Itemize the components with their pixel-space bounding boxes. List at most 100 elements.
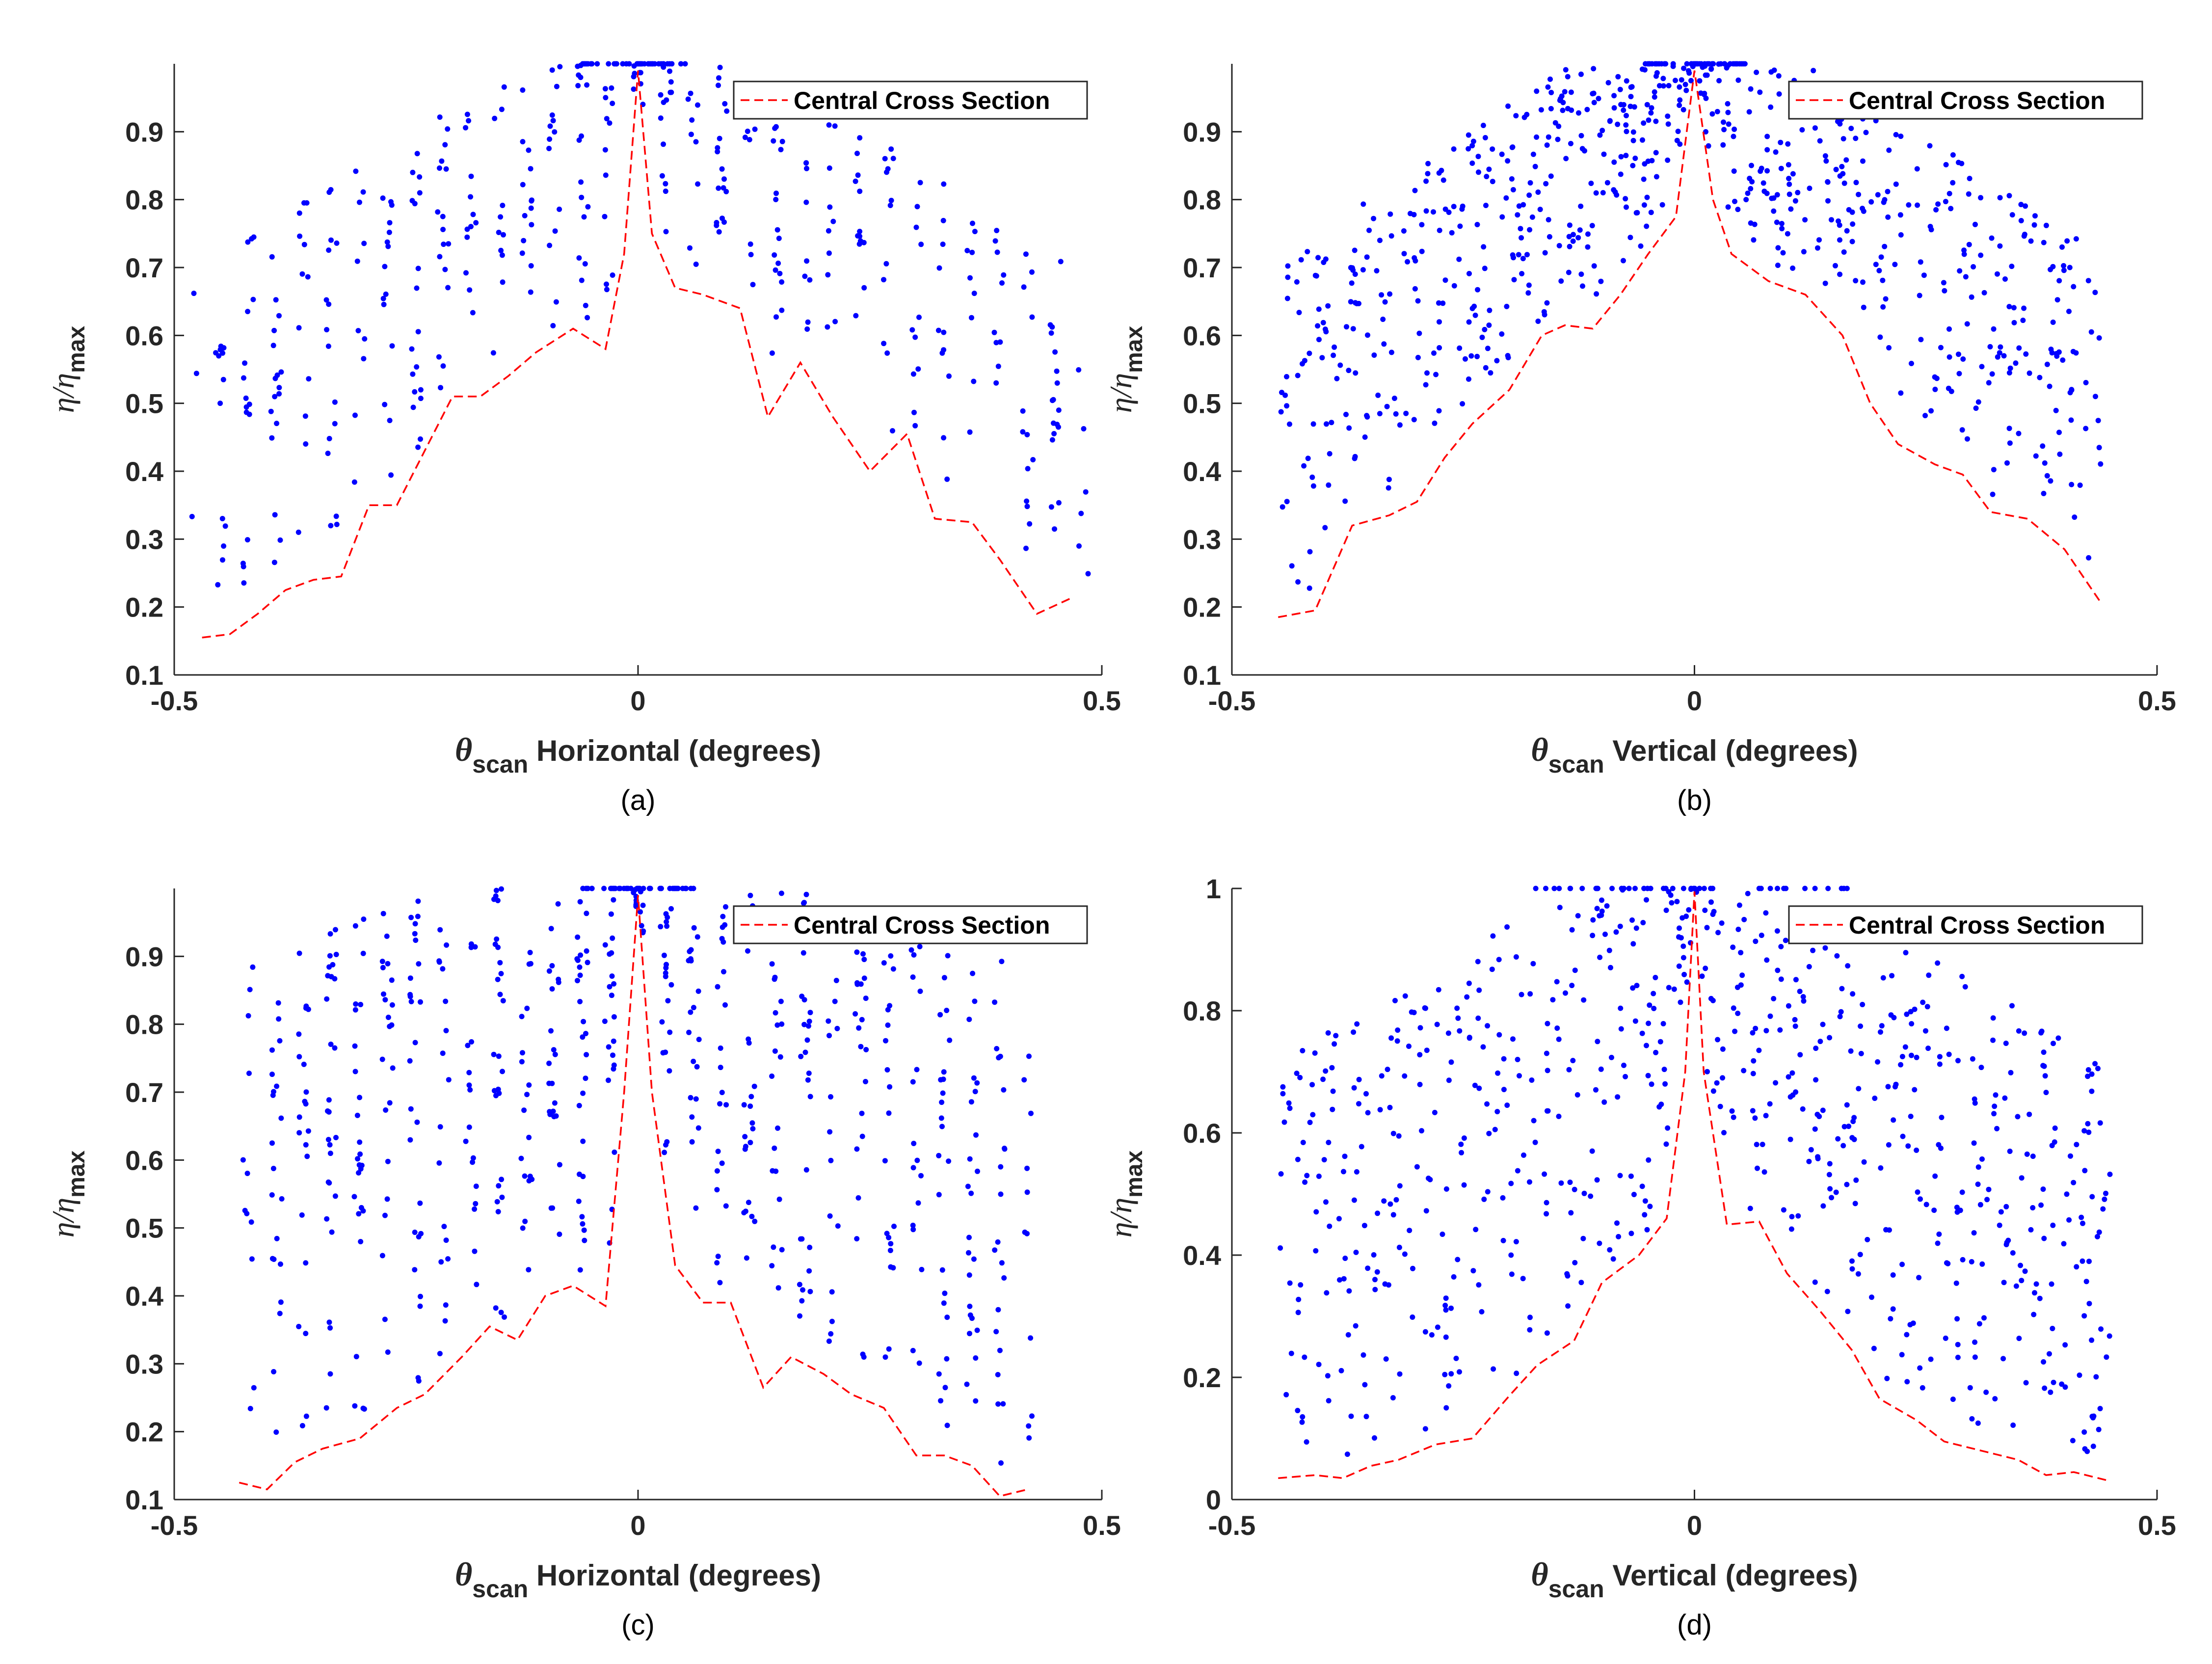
scatter-point [993,340,999,346]
scatter-point [966,1235,972,1240]
scatter-point [329,1229,335,1235]
scatter-point [1348,265,1354,270]
scatter-point [915,366,921,372]
scatter-point [2069,482,2075,487]
scatter-point [854,1236,860,1242]
scatter-point [1297,1074,1303,1080]
scatter-point [556,976,561,982]
scatter-point [576,1102,582,1108]
scatter-point [1732,1028,1738,1034]
scatter-point [1789,1214,1795,1220]
scatter-point [1363,1091,1369,1097]
scatter-point [1589,223,1595,229]
scatter-point [1817,138,1823,144]
scatter-point [1501,1056,1507,1062]
scatter-point [1992,1103,1998,1109]
scatter-point [303,1331,309,1337]
scatter-point [1305,456,1311,461]
scatter-point [1476,169,1481,175]
scatter-point [2006,370,2012,376]
scatter-point [2088,329,2094,335]
scatter-point [1365,332,1370,338]
scatter-point [1822,945,1828,951]
scatter-point [1875,192,1881,198]
scatter-point [499,107,505,112]
scatter-point [774,227,780,233]
scatter-point [1482,266,1488,271]
scatter-point [826,228,831,234]
scatter-point [1997,195,2003,201]
scatter-point [1557,905,1563,911]
scatter-point [647,886,653,891]
scatter-point [1284,499,1290,505]
scatter-point [1531,1118,1537,1124]
scatter-point [1575,235,1581,241]
scatter-point [490,350,496,356]
scatter-point [857,229,863,234]
scatter-point [325,1179,331,1185]
scatter-point [1501,1087,1507,1093]
scatter-point [2016,1028,2022,1034]
scatter-point [352,1069,358,1074]
scatter-point [998,1460,1004,1466]
scatter-point [1778,944,1784,949]
scatter-point [1499,151,1505,157]
scatter-point [1644,194,1650,200]
scatter-point [1767,1013,1773,1019]
scatter-point [1548,106,1554,111]
scatter-point [603,172,609,178]
scatter-point [1615,121,1621,127]
scatter-point [1882,197,1888,203]
scatter-point [1457,1369,1462,1375]
scatter-point [520,139,526,145]
scatter-point [1029,269,1035,275]
scatter-point [1566,1067,1572,1073]
scatter-point [1715,930,1721,936]
scatter-point [640,928,646,934]
scatter-point [1417,1081,1423,1087]
scatter-point [1588,1193,1594,1199]
scatter-point [1641,176,1647,182]
scatter-point [1668,892,1674,898]
scatter-point [945,953,951,959]
scatter-point [944,1315,950,1320]
scatter-point [1514,1370,1519,1376]
scatter-point [327,931,333,937]
scatter-point [1786,162,1791,168]
scatter-point [1590,917,1596,923]
scatter-point [746,137,752,142]
scatter-point [303,1260,309,1266]
scatter-point [807,1094,813,1100]
scatter-point [1627,235,1633,241]
scatter-point [746,1200,751,1206]
scatter-point [1298,257,1304,263]
scatter-point [971,1075,977,1081]
scatter-point [443,1028,449,1034]
scatter-point [578,952,584,958]
scatter-point [468,194,474,200]
scatter-point [807,277,813,283]
scatter-point [992,999,998,1005]
scatter-point [778,147,784,153]
scatter-point [779,1021,785,1027]
scatter-point [772,1145,777,1151]
scatter-point [414,285,420,291]
scatter-point [2059,1381,2065,1387]
scatter-point [1839,986,1845,992]
scatter-point [972,1089,978,1095]
scatter-point [942,1385,948,1391]
scatter-point [940,217,946,223]
scatter-point [2066,1217,2072,1223]
scatter-point [801,997,807,1003]
scatter-point [1998,1209,2004,1215]
scatter-point [1669,900,1675,906]
scatter-point [576,1198,582,1204]
scatter-point [1853,135,1859,141]
scatter-point [1663,908,1669,913]
scatter-point [828,1331,834,1337]
scatter-point [440,1050,446,1056]
scatter-point [2106,1333,2112,1339]
scatter-point [1961,247,1967,253]
scatter-point [1837,1014,1843,1020]
scatter-point [2007,365,2013,371]
